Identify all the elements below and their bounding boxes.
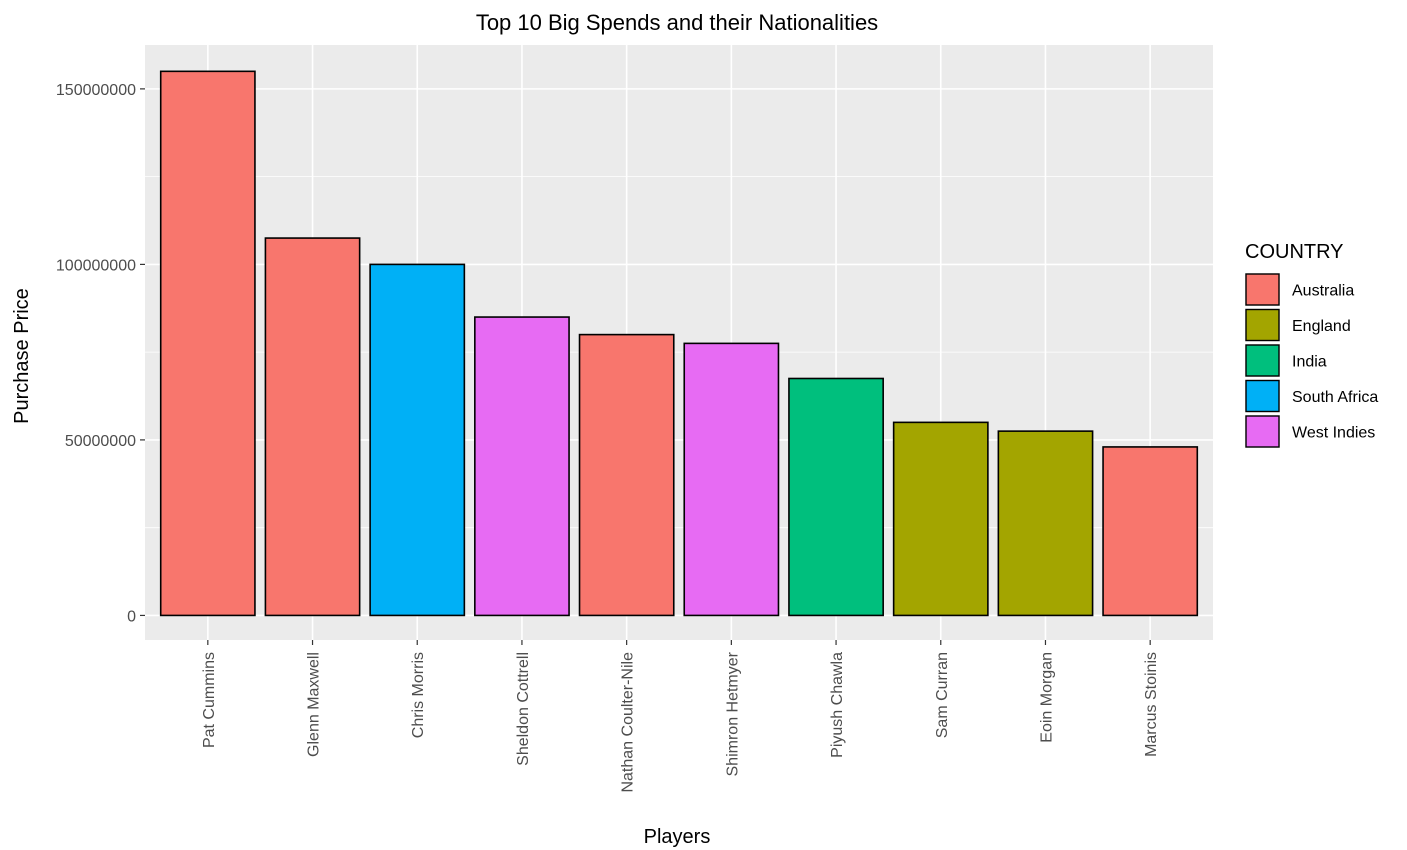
- x-tick-label: Marcus Stoinis: [1143, 652, 1160, 757]
- y-tick-label: 0: [127, 608, 136, 625]
- bar-sheldon-cottrell: [474, 316, 570, 617]
- legend-title: COUNTRY: [1245, 241, 1344, 263]
- bar-eoin-morgan: [997, 430, 1094, 617]
- bar-chris-morris: [369, 263, 466, 617]
- x-axis-title: Players: [644, 826, 711, 848]
- bar-marcus-stoinis: [1102, 446, 1199, 617]
- bar-pat-cummins: [159, 70, 256, 617]
- x-tick-label: Pat Cummins: [201, 652, 218, 748]
- x-tick-label: Sam Curran: [934, 652, 951, 738]
- bar-piyush-chawla: [788, 377, 884, 617]
- legend-label: India: [1292, 354, 1327, 371]
- bars: [159, 70, 1199, 617]
- x-tick-label: Shimron Hetmyer: [724, 651, 741, 776]
- x-axis: Pat Cummins Glenn Maxwell Chris Morris Shel…: [201, 640, 1160, 793]
- x-tick-label: Glenn Maxwell: [306, 652, 323, 757]
- legend: COUNTRY Australia England India South Afric…: [1245, 241, 1378, 448]
- bar-shimron-hetmyer: [683, 342, 780, 617]
- y-tick-label: 50000000: [65, 433, 136, 450]
- legend-swatch: [1245, 379, 1280, 413]
- x-tick-label: Sheldon Cottrell: [515, 652, 532, 766]
- legend-swatch: [1245, 273, 1280, 306]
- legend-swatch: [1245, 344, 1280, 377]
- y-axis-title: Purchase Price: [11, 288, 33, 424]
- x-tick-label: Nathan Coulter-Nile: [620, 652, 637, 793]
- legend-label: Australia: [1292, 283, 1354, 300]
- y-tick-label: 150000000: [56, 82, 136, 99]
- x-tick-label: Eoin Morgan: [1038, 652, 1055, 743]
- chart-title: Top 10 Big Spends and their Nationalitie…: [476, 10, 878, 35]
- legend-swatch: [1245, 308, 1280, 342]
- x-tick-label: Piyush Chawla: [829, 652, 846, 758]
- legend-label: West Indies: [1292, 425, 1375, 442]
- bar-sam-curran: [892, 421, 989, 617]
- y-tick-label: 100000000: [56, 257, 136, 274]
- x-tick-label: Chris Morris: [410, 652, 427, 738]
- legend-swatch: [1245, 415, 1280, 448]
- bar-nathan-coulter-nile: [578, 333, 675, 617]
- bar-glenn-maxwell: [264, 237, 361, 617]
- legend-label: England: [1292, 318, 1351, 335]
- legend-label: South Africa: [1292, 389, 1378, 406]
- y-axis: 0 50000000 100000000 150000000: [56, 82, 145, 625]
